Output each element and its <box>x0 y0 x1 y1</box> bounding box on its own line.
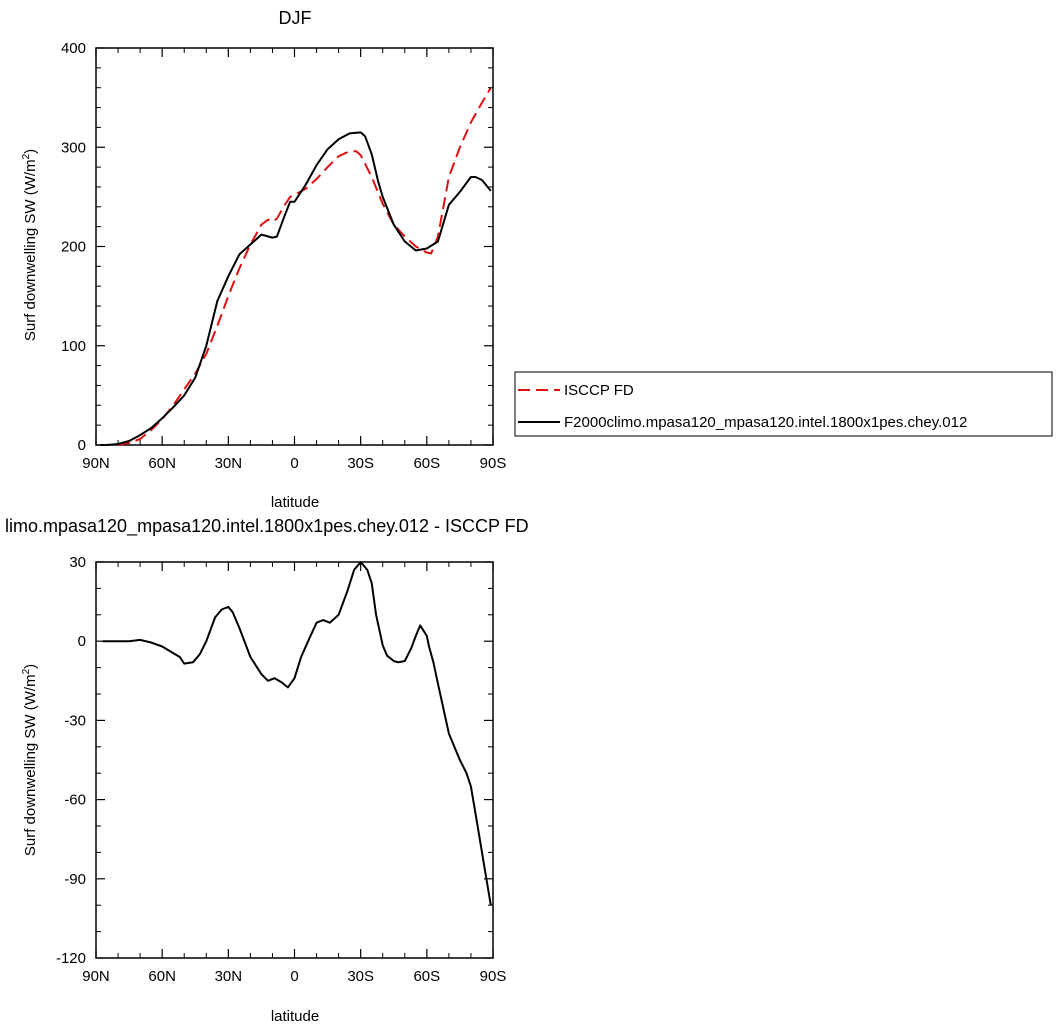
legend-label-isccp: ISCCP FD <box>564 382 634 399</box>
x-axis-title: latitude <box>271 1008 319 1025</box>
x-tick-label: 60S <box>413 968 440 985</box>
x-tick-label: 0 <box>290 455 298 472</box>
y-tick-label: 200 <box>61 239 86 256</box>
y-tick-label: -30 <box>64 712 86 729</box>
legend-box <box>514 371 1053 437</box>
y-axis-title-close: ) <box>22 664 39 669</box>
y-tick-label: 30 <box>69 554 86 571</box>
x-tick-label: 30S <box>347 455 374 472</box>
x-tick-label: 90S <box>480 455 507 472</box>
y-tick-label: -120 <box>56 950 86 967</box>
x-tick-label: 0 <box>290 968 298 985</box>
x-tick-label: 30N <box>215 968 243 985</box>
series-line-model <box>102 561 492 906</box>
x-tick-label: 30S <box>347 968 374 985</box>
y-tick-label: 300 <box>61 139 86 156</box>
plot-frame <box>95 561 494 959</box>
x-tick-label: 90N <box>82 455 110 472</box>
x-tick-label: 60N <box>148 455 176 472</box>
y-axis-title-main: Surf downwelling SW (W/m <box>22 159 39 341</box>
series-line-isccp <box>117 87 492 446</box>
chart-djf: DJF 0 100 200 300 400 90N 60N 30N 0 30S 60S 90S la… <box>21 8 1053 511</box>
y-tick-label: -60 <box>64 792 86 809</box>
legend: ISCCP FD F2000climo.mpasa120_mpasa120.in… <box>514 371 1053 437</box>
legend-label-model: F2000climo.mpasa120_mpasa120.intel.1800x… <box>564 414 967 431</box>
x-tick-label: 60N <box>148 968 176 985</box>
x-axis: 90N 60N 30N 0 30S 60S 90S <box>82 562 506 985</box>
plot-frame <box>95 47 494 446</box>
series-group <box>100 87 492 446</box>
y-axis-title-sup: 2 <box>21 668 32 674</box>
x-axis-title: latitude <box>271 494 319 511</box>
chart-title: DJF <box>279 8 312 28</box>
y-tick-label: 100 <box>61 338 86 355</box>
y-tick-label: 0 <box>78 437 86 454</box>
chart-title: limo.mpasa120_mpasa120.intel.1800x1pes.c… <box>5 516 529 537</box>
y-tick-label: -90 <box>64 871 86 888</box>
y-tick-label: 400 <box>61 40 86 57</box>
x-tick-label: 90N <box>82 968 110 985</box>
x-tick-label: 60S <box>413 455 440 472</box>
y-axis-title-sup: 2 <box>21 153 32 159</box>
y-axis: 0 100 200 300 400 <box>61 40 493 454</box>
series-line-model <box>100 131 492 446</box>
y-axis-title: Surf downwelling SW (W/m2) <box>21 664 39 856</box>
y-axis-title: Surf downwelling SW (W/m2) <box>21 149 39 341</box>
plot-area <box>95 47 494 446</box>
x-tick-label: 90S <box>480 968 507 985</box>
x-axis: 90N 60N 30N 0 30S 60S 90S <box>82 48 506 472</box>
chart-difference: limo.mpasa120_mpasa120.intel.1800x1pes.c… <box>5 516 529 1025</box>
series-group <box>102 561 492 906</box>
y-axis-title-close: ) <box>22 149 39 154</box>
plot-area <box>95 561 494 959</box>
x-tick-label: 30N <box>215 455 243 472</box>
y-axis: -120 -90 -60 -30 0 30 <box>56 554 493 967</box>
y-axis-title-main: Surf downwelling SW (W/m <box>22 674 39 856</box>
y-tick-label: 0 <box>78 633 86 650</box>
